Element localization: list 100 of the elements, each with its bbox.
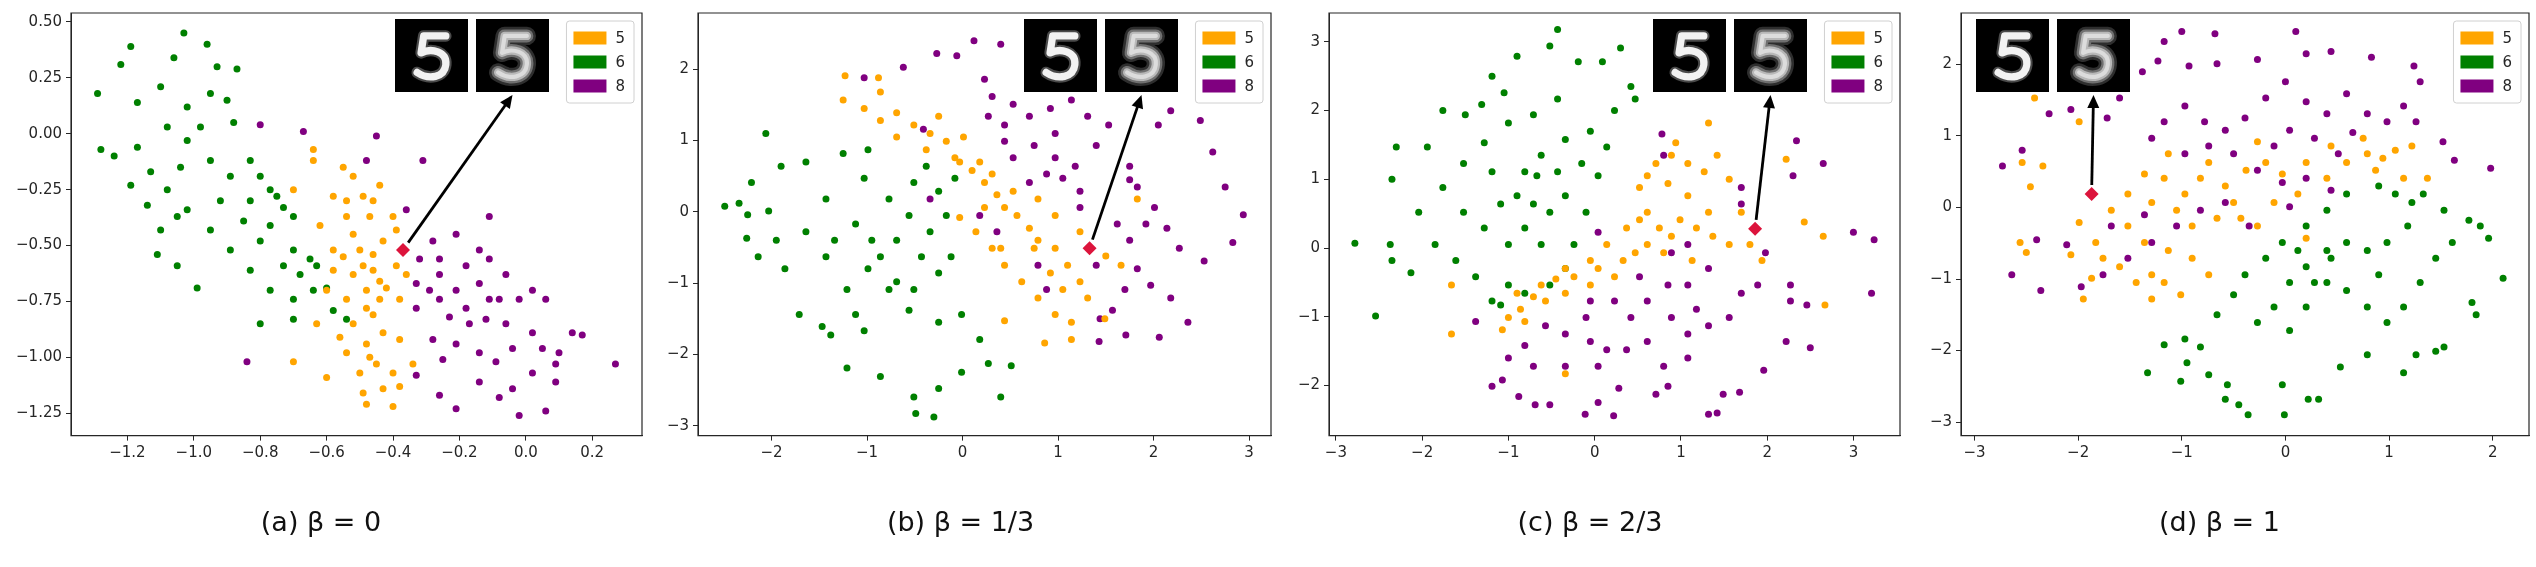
legend-label: 6 [615, 52, 625, 71]
point [356, 369, 364, 377]
x-tick-label: −0.6 [308, 443, 345, 462]
point [435, 271, 443, 279]
point [183, 136, 191, 144]
point [379, 237, 387, 245]
point [538, 344, 546, 352]
point [2262, 158, 2270, 166]
point [1030, 244, 1038, 252]
point [1478, 100, 1486, 108]
point [1051, 211, 1059, 219]
point [177, 163, 185, 171]
point [1460, 208, 1468, 216]
point [243, 358, 251, 366]
point [818, 323, 826, 331]
point [1101, 315, 1109, 323]
point [485, 295, 493, 303]
point [910, 179, 918, 187]
point [435, 255, 443, 263]
point [885, 286, 893, 294]
point [721, 202, 729, 210]
point [1692, 224, 1700, 232]
y-tick-label: 2 [679, 59, 689, 78]
point [117, 60, 125, 68]
point [127, 43, 135, 51]
y-tick-label: −3 [1929, 411, 1952, 430]
point [2323, 174, 2331, 182]
point [289, 295, 297, 303]
point [266, 186, 274, 194]
point [482, 315, 490, 323]
text: (d) β = 1 [2159, 505, 2280, 537]
point [735, 199, 743, 207]
point [1705, 119, 1713, 127]
point [1746, 241, 1754, 249]
y-tick-label: 0.50 [28, 11, 62, 30]
point [876, 117, 884, 125]
point [226, 172, 234, 180]
point [203, 40, 211, 48]
point [839, 96, 847, 104]
point [822, 195, 830, 203]
x-tick-label: −2 [1411, 443, 1434, 462]
point [935, 112, 943, 120]
point [206, 90, 214, 97]
point [329, 306, 337, 314]
point [1542, 297, 1549, 305]
point [372, 360, 380, 368]
point [309, 145, 317, 153]
point [2181, 190, 2189, 198]
y-tick-label: 0 [1942, 197, 1952, 216]
y-tick-label: −1.00 [16, 347, 62, 366]
point [935, 187, 943, 195]
point [1684, 192, 1692, 200]
point [329, 192, 337, 200]
point [313, 320, 321, 328]
point [860, 327, 868, 335]
point [1684, 159, 1692, 167]
point [339, 163, 347, 171]
point [193, 284, 201, 292]
point [956, 158, 964, 166]
point [266, 286, 274, 294]
point [2278, 170, 2286, 178]
point [256, 237, 264, 245]
point [289, 358, 297, 366]
point [230, 119, 238, 127]
point [1603, 143, 1611, 151]
point [502, 320, 510, 328]
point [2188, 222, 2196, 230]
point [1018, 278, 1026, 286]
point [1415, 208, 1423, 216]
point [445, 313, 453, 321]
point [289, 212, 297, 220]
point [997, 244, 1005, 252]
point [475, 349, 483, 357]
x-tick-label: 0 [1589, 443, 1600, 462]
x-tick-label: −1 [855, 443, 879, 462]
point [1643, 172, 1651, 180]
point [2359, 134, 2367, 142]
point [2140, 170, 2148, 178]
x-tick-label: −1 [1497, 443, 1520, 462]
point [2400, 174, 2408, 182]
y-tick-label: 0.00 [28, 123, 62, 142]
point [1586, 256, 1594, 264]
point [2026, 183, 2034, 191]
point [343, 212, 351, 220]
point [389, 369, 397, 377]
point [376, 277, 384, 285]
point [2075, 219, 2083, 227]
point [1388, 256, 1396, 264]
point [852, 310, 860, 318]
point [1059, 286, 1067, 294]
point [153, 250, 161, 258]
point [362, 400, 370, 408]
point [988, 170, 996, 178]
point [349, 230, 357, 238]
legend-label: 5 [1873, 28, 1883, 47]
point [1667, 151, 1675, 159]
y-tick-label: 2 [1310, 100, 1320, 119]
point [1643, 208, 1651, 216]
y-tick-label: −2 [1929, 340, 1952, 359]
point [1655, 224, 1663, 232]
